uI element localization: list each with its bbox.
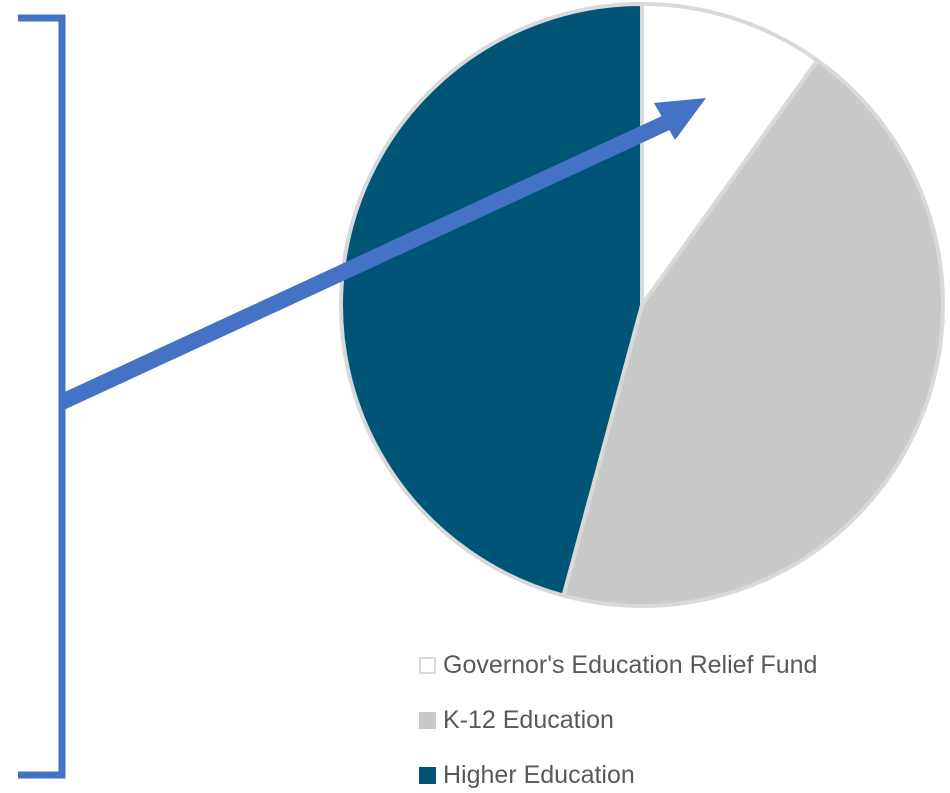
legend-swatch [419, 657, 436, 674]
bracket-annotation [18, 14, 66, 779]
pie-slice [561, 58, 945, 608]
legend-swatch [419, 712, 436, 729]
legend-item: Higher Education [419, 758, 939, 793]
arrow-shaft [58, 114, 672, 410]
arrow-head [654, 98, 706, 140]
legend-item: Governor's Education Relief Fund [419, 648, 939, 683]
legend-swatch [419, 767, 436, 784]
legend: Governor's Education Relief Fund K-12 Ed… [419, 648, 939, 793]
annotation [18, 14, 706, 779]
pie-slice [640, 2, 820, 307]
legend-label: Governor's Education Relief Fund [443, 651, 818, 679]
legend-label: K-12 Education [443, 706, 614, 734]
pie-slices [339, 2, 945, 608]
legend-label: Higher Education [443, 761, 635, 789]
legend-item: K-12 Education [419, 703, 939, 738]
